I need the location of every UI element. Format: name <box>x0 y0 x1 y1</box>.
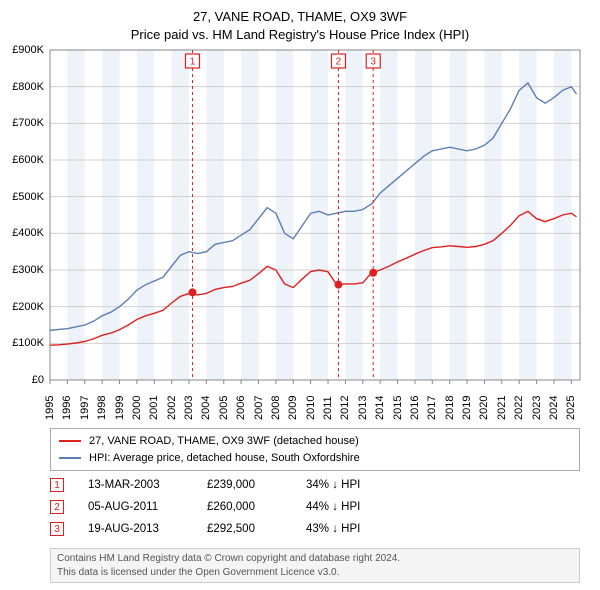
y-tick-label: £200K <box>12 301 44 313</box>
x-tick-label: 2011 <box>322 396 334 420</box>
svg-text:2: 2 <box>336 57 342 68</box>
x-tick-label: 2002 <box>166 396 178 420</box>
y-tick-label: £600K <box>12 154 44 166</box>
x-tick-label: 2025 <box>565 396 577 420</box>
y-tick-label: £500K <box>12 191 44 203</box>
svg-text:1: 1 <box>190 57 196 68</box>
x-tick-label: 1998 <box>96 396 108 420</box>
y-tick-label: £0 <box>32 374 44 386</box>
x-tick-label: 2008 <box>270 396 282 420</box>
legend-item-property: 27, VANE ROAD, THAME, OX9 3WF (detached … <box>59 433 571 450</box>
x-tick-label: 2021 <box>496 396 508 420</box>
x-tick-label: 2017 <box>426 396 438 420</box>
footer-line1: Contains HM Land Registry data © Crown c… <box>57 552 573 566</box>
chart-subtitle: Price paid vs. HM Land Registry's House … <box>0 26 600 44</box>
y-tick-label: £400K <box>12 227 44 239</box>
x-tick-label: 1996 <box>61 396 73 420</box>
chart-title: 27, VANE ROAD, THAME, OX9 3WF <box>0 8 600 26</box>
x-tick-label: 2000 <box>131 396 143 420</box>
x-tick-label: 2006 <box>235 396 247 420</box>
x-tick-label: 2010 <box>305 396 317 420</box>
x-tick-label: 2022 <box>513 396 525 420</box>
svg-text:3: 3 <box>370 57 376 68</box>
sale-row: 1 13-MAR-2003 £239,000 34% ↓ HPI <box>50 474 580 496</box>
sale-marker-icon: 2 <box>50 500 64 514</box>
sale-marker-icon: 1 <box>50 478 64 492</box>
chart-svg: 1 2 3 <box>50 50 580 380</box>
x-tick-label: 2016 <box>409 396 421 420</box>
chart-container: 27, VANE ROAD, THAME, OX9 3WF Price paid… <box>0 0 600 590</box>
x-tick-label: 1995 <box>44 396 56 420</box>
sale-date: 19-AUG-2013 <box>88 523 183 535</box>
x-tick-label: 2018 <box>444 396 456 420</box>
legend-swatch-property <box>59 440 81 442</box>
sale-delta: 44% ↓ HPI <box>306 501 360 513</box>
x-tick-label: 2004 <box>200 396 212 420</box>
x-tick-label: 2014 <box>374 396 386 420</box>
sale-delta: 43% ↓ HPI <box>306 523 360 535</box>
x-tick-label: 2015 <box>392 396 404 420</box>
x-tick-label: 2001 <box>148 396 160 420</box>
sale-marker-icon: 3 <box>50 522 64 536</box>
y-tick-label: £700K <box>12 117 44 129</box>
x-tick-label: 1997 <box>79 396 91 420</box>
y-axis-ticks: £0£100K£200K£300K£400K£500K£600K£700K£80… <box>0 50 48 380</box>
x-tick-label: 2023 <box>531 396 543 420</box>
x-tick-label: 2012 <box>339 396 351 420</box>
y-tick-label: £300K <box>12 264 44 276</box>
sale-delta: 34% ↓ HPI <box>306 479 360 491</box>
x-tick-label: 2019 <box>461 396 473 420</box>
sale-row: 2 05-AUG-2011 £260,000 44% ↓ HPI <box>50 496 580 518</box>
x-tick-label: 1999 <box>114 396 126 420</box>
x-tick-label: 2013 <box>357 396 369 420</box>
x-axis-ticks: 1995199619971998199920002001200220032004… <box>50 382 580 422</box>
x-tick-label: 2024 <box>548 396 560 420</box>
attribution-footer: Contains HM Land Registry data © Crown c… <box>50 548 580 583</box>
sales-table: 1 13-MAR-2003 £239,000 34% ↓ HPI 2 05-AU… <box>50 474 580 540</box>
legend: 27, VANE ROAD, THAME, OX9 3WF (detached … <box>50 428 580 471</box>
x-tick-label: 2020 <box>478 396 490 420</box>
legend-label-property: 27, VANE ROAD, THAME, OX9 3WF (detached … <box>89 433 359 450</box>
sale-date: 13-MAR-2003 <box>88 479 183 491</box>
sale-price: £260,000 <box>207 501 282 513</box>
legend-item-hpi: HPI: Average price, detached house, Sout… <box>59 450 571 467</box>
plot-area: 1 2 3 <box>50 50 580 380</box>
x-tick-label: 2005 <box>218 396 230 420</box>
legend-swatch-hpi <box>59 457 81 459</box>
sale-price: £239,000 <box>207 479 282 491</box>
y-tick-label: £100K <box>12 337 44 349</box>
x-tick-label: 2007 <box>253 396 265 420</box>
sale-price: £292,500 <box>207 523 282 535</box>
sale-row: 3 19-AUG-2013 £292,500 43% ↓ HPI <box>50 518 580 540</box>
y-tick-label: £900K <box>12 44 44 56</box>
title-block: 27, VANE ROAD, THAME, OX9 3WF Price paid… <box>0 0 600 44</box>
x-tick-label: 2009 <box>287 396 299 420</box>
footer-line2: This data is licensed under the Open Gov… <box>57 566 573 580</box>
legend-label-hpi: HPI: Average price, detached house, Sout… <box>89 450 360 467</box>
y-tick-label: £800K <box>12 81 44 93</box>
sale-date: 05-AUG-2011 <box>88 501 183 513</box>
x-tick-label: 2003 <box>183 396 195 420</box>
